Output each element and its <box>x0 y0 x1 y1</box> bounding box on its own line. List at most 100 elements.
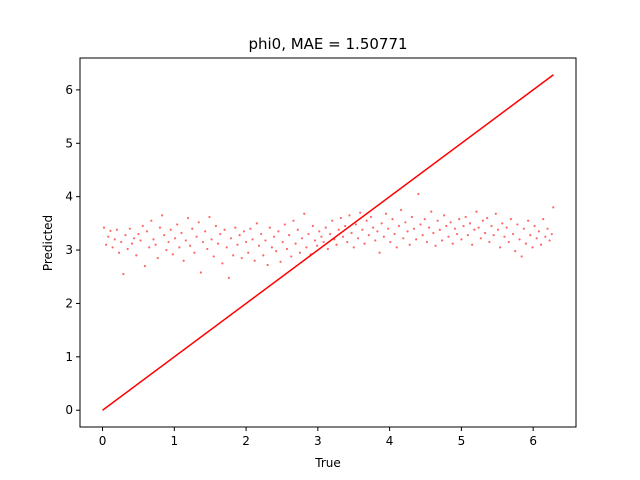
data-point <box>339 216 342 220</box>
data-point <box>344 224 347 228</box>
data-point <box>326 247 329 251</box>
data-point <box>178 246 181 249</box>
data-point <box>165 248 168 252</box>
data-point <box>542 217 545 221</box>
data-point <box>354 223 357 226</box>
data-point <box>307 232 310 236</box>
data-point <box>535 237 538 240</box>
data-point <box>348 214 351 217</box>
data-point <box>277 230 280 233</box>
data-point <box>201 240 205 244</box>
data-point <box>219 232 222 236</box>
data-point <box>300 237 304 240</box>
data-point <box>298 251 301 254</box>
data-point <box>402 237 405 240</box>
data-point <box>288 234 291 237</box>
data-point <box>188 244 192 247</box>
data-point <box>154 243 157 246</box>
data-point <box>384 212 388 215</box>
data-point <box>331 219 334 222</box>
data-point <box>249 227 252 230</box>
data-point <box>255 222 258 225</box>
data-point <box>423 217 426 221</box>
data-point <box>404 221 407 224</box>
data-point <box>216 242 220 245</box>
data-point <box>260 232 263 236</box>
data-point <box>182 259 185 262</box>
data-point <box>369 215 373 219</box>
data-point <box>391 217 394 221</box>
data-point <box>152 238 155 241</box>
data-point <box>509 217 512 221</box>
data-point <box>305 246 308 249</box>
data-point <box>393 232 396 236</box>
data-point <box>410 215 413 219</box>
data-point <box>232 254 235 257</box>
data-point <box>115 228 118 231</box>
data-point <box>374 239 377 242</box>
data-point <box>285 247 289 251</box>
data-point <box>324 226 327 229</box>
data-point <box>212 255 215 258</box>
data-point <box>453 227 457 230</box>
data-point <box>434 244 437 247</box>
data-point <box>468 222 472 225</box>
y-tick-label: 6 <box>65 83 73 97</box>
data-point <box>242 230 246 233</box>
data-point <box>546 227 549 230</box>
data-point <box>443 214 446 217</box>
data-point <box>105 243 108 246</box>
data-point <box>167 240 170 244</box>
data-point <box>427 226 431 229</box>
reference-line <box>102 74 554 411</box>
data-point <box>303 212 306 215</box>
plot-frame <box>79 57 577 428</box>
y-tick-label: 5 <box>65 136 73 150</box>
data-point <box>479 237 482 240</box>
data-point <box>296 228 299 231</box>
data-point <box>488 240 491 244</box>
data-point <box>496 228 500 231</box>
data-point <box>221 262 224 265</box>
data-point <box>122 272 125 276</box>
data-point <box>199 271 202 274</box>
data-point <box>367 234 370 237</box>
data-point <box>527 219 530 222</box>
data-point <box>408 243 411 246</box>
data-point <box>548 239 551 242</box>
data-point <box>128 227 131 230</box>
data-point <box>313 239 317 242</box>
data-point <box>262 254 265 257</box>
data-point <box>432 231 435 235</box>
y-tick-label: 1 <box>65 350 73 364</box>
data-point <box>180 231 183 235</box>
data-point <box>163 234 166 237</box>
data-point <box>292 219 295 222</box>
data-point <box>171 253 174 256</box>
data-point <box>417 192 420 196</box>
data-point <box>400 208 403 212</box>
data-point <box>412 227 416 230</box>
x-tick-label: 2 <box>242 434 250 448</box>
data-point <box>376 230 379 233</box>
data-point <box>389 240 392 244</box>
data-point <box>550 232 553 236</box>
data-point <box>473 228 476 231</box>
data-point <box>514 250 517 253</box>
data-point <box>419 223 422 226</box>
data-point <box>397 224 401 228</box>
data-point <box>440 239 444 242</box>
data-point <box>223 228 226 231</box>
data-point <box>539 243 543 246</box>
data-point <box>522 227 525 230</box>
data-point <box>516 223 519 226</box>
data-point <box>359 211 362 214</box>
data-point <box>268 226 271 229</box>
data-point <box>145 230 149 233</box>
data-point <box>173 237 177 240</box>
plot-area: 0 1 2 3 4 5 6 0 1 2 3 4 5 6 <box>65 57 577 448</box>
data-point <box>378 251 381 254</box>
data-point <box>193 251 196 254</box>
data-point <box>191 227 194 230</box>
data-point <box>169 228 172 231</box>
